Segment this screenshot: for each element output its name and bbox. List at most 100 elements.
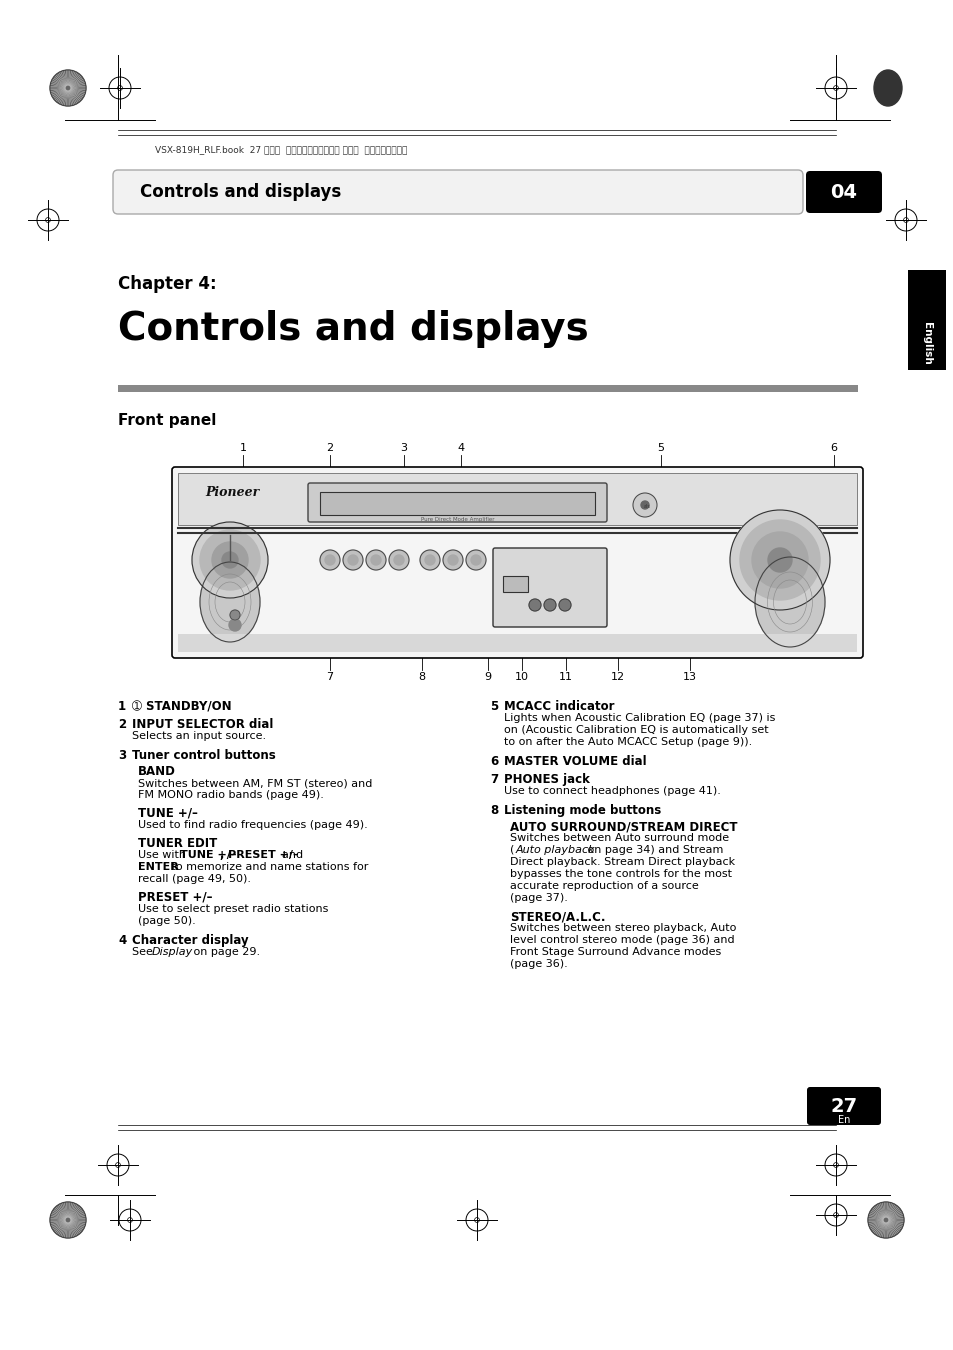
Circle shape	[633, 493, 657, 517]
Circle shape	[50, 70, 86, 107]
Text: 04: 04	[830, 182, 857, 201]
Text: 2: 2	[326, 443, 334, 454]
Circle shape	[465, 549, 485, 570]
Text: 3: 3	[118, 749, 126, 761]
Text: 9: 9	[484, 672, 491, 682]
Circle shape	[740, 520, 820, 599]
Text: level control stereo mode (page 36) and: level control stereo mode (page 36) and	[510, 936, 734, 945]
Circle shape	[366, 549, 386, 570]
Text: PHONES jack: PHONES jack	[503, 774, 589, 786]
Circle shape	[212, 541, 248, 578]
Circle shape	[442, 549, 462, 570]
Text: TUNE +/–: TUNE +/–	[138, 807, 197, 819]
Text: Selects an input source.: Selects an input source.	[132, 730, 266, 741]
Text: Tuner control buttons: Tuner control buttons	[132, 749, 275, 761]
Text: Use to select preset radio stations: Use to select preset radio stations	[138, 904, 328, 914]
Bar	[319, 491, 595, 514]
Text: 7: 7	[490, 774, 497, 786]
Circle shape	[325, 555, 335, 566]
Text: Use to connect headphones (page 41).: Use to connect headphones (page 41).	[503, 786, 720, 796]
Circle shape	[543, 599, 556, 612]
FancyBboxPatch shape	[172, 467, 862, 657]
Circle shape	[471, 555, 480, 566]
FancyBboxPatch shape	[308, 483, 606, 522]
Circle shape	[229, 620, 241, 630]
FancyBboxPatch shape	[493, 548, 606, 626]
Text: (page 37).: (page 37).	[510, 892, 567, 903]
Text: TUNER EDIT: TUNER EDIT	[138, 837, 217, 850]
Text: and: and	[274, 850, 303, 860]
Text: PRESET +/–: PRESET +/–	[138, 891, 213, 904]
Text: (: (	[510, 845, 514, 855]
Circle shape	[319, 549, 339, 570]
Text: ➀ STANDBY/ON: ➀ STANDBY/ON	[132, 701, 232, 713]
Ellipse shape	[873, 70, 901, 107]
Text: 8: 8	[490, 805, 497, 817]
Bar	[178, 472, 856, 525]
Text: 5: 5	[490, 701, 497, 713]
Text: TUNE +/–: TUNE +/–	[180, 850, 236, 860]
Text: Auto playback: Auto playback	[516, 845, 595, 855]
Text: Used to find radio frequencies (page 49).: Used to find radio frequencies (page 49)…	[138, 819, 367, 830]
Text: to memorize and name stations for: to memorize and name stations for	[168, 863, 368, 872]
Text: 10: 10	[515, 672, 529, 682]
Text: 7: 7	[326, 672, 334, 682]
Circle shape	[729, 510, 829, 610]
Text: Switches between stereo playback, Auto: Switches between stereo playback, Auto	[510, 923, 736, 933]
Text: Listening mode buttons: Listening mode buttons	[503, 805, 660, 817]
Text: INPUT SELECTOR dial: INPUT SELECTOR dial	[132, 718, 274, 730]
Text: Switches between AM, FM ST (stereo) and: Switches between AM, FM ST (stereo) and	[138, 778, 372, 788]
Bar	[118, 385, 857, 391]
Text: 1: 1	[239, 443, 246, 454]
FancyBboxPatch shape	[805, 171, 882, 213]
Text: Chapter 4:: Chapter 4:	[118, 275, 216, 293]
Circle shape	[230, 610, 240, 620]
Text: Pioneer: Pioneer	[205, 486, 259, 498]
Text: AUTO SURROUND/STREAM DIRECT: AUTO SURROUND/STREAM DIRECT	[510, 819, 737, 833]
Text: 13: 13	[682, 672, 697, 682]
Text: on page 34) and Stream: on page 34) and Stream	[583, 845, 722, 855]
Circle shape	[389, 549, 409, 570]
Text: STEREO/A.L.C.: STEREO/A.L.C.	[510, 910, 605, 923]
Circle shape	[343, 549, 363, 570]
Ellipse shape	[754, 558, 824, 647]
Text: 4: 4	[118, 934, 126, 946]
Circle shape	[751, 532, 807, 589]
Text: 12: 12	[610, 672, 624, 682]
Text: Direct playback. Stream Direct playback: Direct playback. Stream Direct playback	[510, 857, 735, 867]
Text: FM MONO radio bands (page 49).: FM MONO radio bands (page 49).	[138, 790, 323, 801]
Text: 5: 5	[657, 443, 664, 454]
Text: 1: 1	[118, 701, 126, 713]
Text: (page 36).: (page 36).	[510, 958, 567, 969]
Ellipse shape	[200, 562, 260, 643]
Text: Lights when Acoustic Calibration EQ (page 37) is: Lights when Acoustic Calibration EQ (pag…	[503, 713, 775, 724]
Text: bypasses the tone controls for the most: bypasses the tone controls for the most	[510, 869, 731, 879]
Text: 4: 4	[456, 443, 464, 454]
Text: ENTER: ENTER	[138, 863, 178, 872]
Text: See: See	[132, 946, 156, 957]
Text: 2: 2	[118, 718, 126, 730]
Text: Use with: Use with	[138, 850, 190, 860]
Text: Switches between Auto surround mode: Switches between Auto surround mode	[510, 833, 728, 842]
Text: 8: 8	[418, 672, 425, 682]
Circle shape	[767, 548, 791, 572]
Circle shape	[558, 599, 571, 612]
Bar	[502, 576, 527, 593]
Text: recall (page 49, 50).: recall (page 49, 50).	[138, 873, 251, 884]
Text: MCACC indicator: MCACC indicator	[503, 701, 614, 713]
Text: to on after the Auto MCACC Setup (page 9)).: to on after the Auto MCACC Setup (page 9…	[503, 737, 752, 747]
Text: 6: 6	[490, 755, 497, 768]
Text: Controls and displays: Controls and displays	[118, 310, 588, 348]
Bar	[907, 270, 945, 370]
Text: accurate reproduction of a source: accurate reproduction of a source	[510, 882, 698, 891]
Circle shape	[348, 555, 357, 566]
Text: als: als	[643, 504, 650, 509]
Text: 27: 27	[829, 1096, 857, 1115]
FancyBboxPatch shape	[806, 1087, 880, 1125]
Text: MASTER VOLUME dial: MASTER VOLUME dial	[503, 755, 646, 768]
Text: on page 29.: on page 29.	[190, 946, 260, 957]
Circle shape	[50, 1202, 86, 1238]
Circle shape	[640, 501, 648, 509]
Text: 3: 3	[400, 443, 407, 454]
Circle shape	[200, 531, 260, 590]
